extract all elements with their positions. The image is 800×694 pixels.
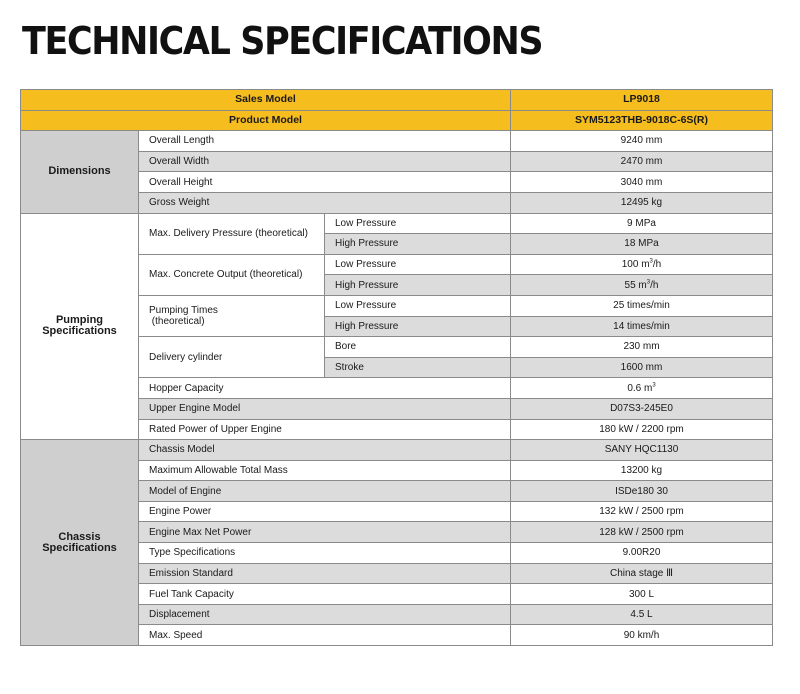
table-row: High Pressure 14 times/min (21, 315, 773, 338)
spec-value: 0.6 m3 (510, 377, 773, 399)
spec-value: China stage Ⅲ (510, 562, 773, 585)
table-row: Overall Height 3040 mm (21, 171, 773, 193)
spec-value: 13200 kg (510, 459, 773, 482)
spec-item: Delivery cylinder (138, 336, 325, 379)
spec-item: Max. Delivery Pressure (theoretical) (138, 212, 325, 255)
category-chassis: Chassis Specifications (20, 439, 139, 647)
spec-item: Maximum Allowable Total Mass (138, 459, 511, 482)
table-row: Pumping Times (theoretical) Low Pressure… (21, 294, 773, 338)
spec-subitem: High Pressure (324, 233, 511, 255)
spec-item: Model of Engine (138, 480, 511, 502)
spec-value: 1600 mm (510, 356, 773, 379)
spec-item: Max. Concrete Output (theoretical) (138, 253, 325, 296)
spec-value: 14 times/min (510, 315, 773, 338)
spec-item: Emission Standard (138, 562, 511, 585)
spec-value: 25 times/min (510, 294, 773, 317)
spec-value: 128 kW / 2500 rpm (510, 521, 773, 544)
category-label: Specifications (42, 325, 117, 338)
spec-subitem: Low Pressure (324, 253, 511, 276)
spec-item: Overall Length (138, 130, 511, 152)
spec-subitem: Low Pressure (324, 212, 511, 235)
table-row: High Pressure 55 m3/h (21, 274, 773, 296)
table-row: Displacement 4.5 L (21, 603, 773, 626)
table-row: Upper Engine Model D07S3-245E0 (21, 397, 773, 420)
spec-item: Displacement (138, 603, 511, 626)
category-label: Specifications (42, 541, 117, 554)
spec-item: Chassis Model (138, 439, 511, 461)
spec-subitem: Low Pressure (324, 294, 511, 317)
sales-model-value: LP9018 (510, 89, 773, 111)
spec-value: ISDe180 30 (510, 480, 773, 502)
table-row: Delivery cylinder Bore 230 mm (21, 336, 773, 379)
table-row: Overall Width 2470 mm (21, 150, 773, 173)
spec-value: 100 m3/h (510, 253, 773, 276)
spec-value: 3040 mm (510, 171, 773, 193)
table-row: Chassis Specifications Chassis Model SAN… (20, 439, 773, 647)
category-dimensions: Dimensions (20, 130, 139, 214)
table-header-row: Sales Model LP9018 (20, 89, 773, 111)
spec-subitem: Stroke (324, 356, 511, 379)
spec-item: Engine Max Net Power (138, 521, 511, 544)
spec-item: Max. Speed (138, 624, 511, 647)
page-title: TECHNICAL SPECIFICATIONS (22, 19, 544, 63)
table-row: Dimensions Overall Length 9240 mm (20, 130, 773, 214)
spec-subitem: High Pressure (324, 315, 511, 338)
spec-value: 12495 kg (510, 191, 773, 214)
spec-value: 9.00R20 (510, 542, 773, 564)
table-row: Max. Speed 90 km/h (21, 624, 773, 647)
table-row: Pumping Specifications Max. Delivery Pre… (20, 212, 773, 441)
spec-value: 9240 mm (510, 130, 773, 152)
spec-value: 230 mm (510, 336, 773, 358)
category-label: Pumping (55, 314, 104, 327)
spec-item: Overall Height (138, 171, 511, 193)
spec-subitem: High Pressure (324, 274, 511, 296)
product-model-label: Product Model (20, 109, 511, 132)
specifications-table: Sales Model LP9018 Product Model SYM5123… (20, 89, 773, 647)
spec-value: D07S3-245E0 (510, 397, 773, 420)
table-row: Model of Engine ISDe180 30 (21, 480, 773, 502)
category-label: Chassis (58, 530, 101, 543)
spec-value: 90 km/h (510, 624, 773, 647)
spec-value: SANY HQC1130 (510, 439, 773, 461)
table-row: Maximum Allowable Total Mass 13200 kg (21, 459, 773, 482)
spec-item: Type Specifications (138, 542, 511, 564)
spec-item: Overall Width (138, 150, 511, 173)
table-header-row: Product Model SYM5123THB-9018C-6S(R) (20, 109, 773, 132)
sales-model-label: Sales Model (20, 89, 511, 111)
spec-item: Gross Weight (138, 191, 511, 214)
spec-value: 4.5 L (510, 603, 773, 626)
spec-item: Hopper Capacity (138, 377, 511, 399)
table-row: High Pressure 18 MPa (21, 233, 773, 255)
spec-item: Rated Power of Upper Engine (138, 418, 511, 441)
spec-item: Fuel Tank Capacity (138, 583, 511, 605)
spec-value: 2470 mm (510, 150, 773, 173)
spec-item: Pumping Times (theoretical) (138, 294, 325, 338)
table-row: Emission Standard China stage Ⅲ (21, 562, 773, 585)
spec-value: 132 kW / 2500 rpm (510, 500, 773, 523)
table-row: Type Specifications 9.00R20 (21, 542, 773, 564)
spec-item: Upper Engine Model (138, 397, 511, 420)
table-row: Stroke 1600 mm (21, 356, 773, 379)
spec-value: 55 m3/h (510, 274, 773, 296)
spec-value: 18 MPa (510, 233, 773, 255)
spec-item: Engine Power (138, 500, 511, 523)
spec-subitem: Bore (324, 336, 511, 358)
table-row: Gross Weight 12495 kg (21, 191, 773, 214)
spec-value: 180 kW / 2200 rpm (510, 418, 773, 441)
spec-value: 300 L (510, 583, 773, 605)
category-pumping: Pumping Specifications (20, 212, 139, 441)
product-model-value: SYM5123THB-9018C-6S(R) (510, 109, 773, 132)
spec-value: 9 MPa (510, 212, 773, 235)
